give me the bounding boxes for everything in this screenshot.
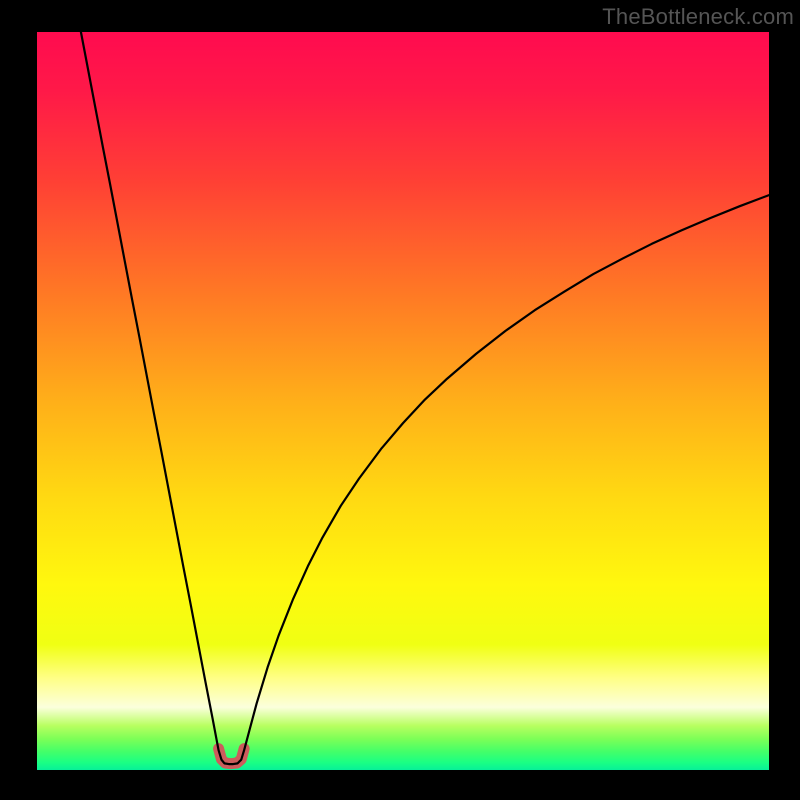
- plot-background: [37, 32, 769, 770]
- watermark-text: TheBottleneck.com: [602, 4, 794, 30]
- chart-container: TheBottleneck.com: [0, 0, 800, 800]
- bottleneck-chart: [0, 0, 800, 800]
